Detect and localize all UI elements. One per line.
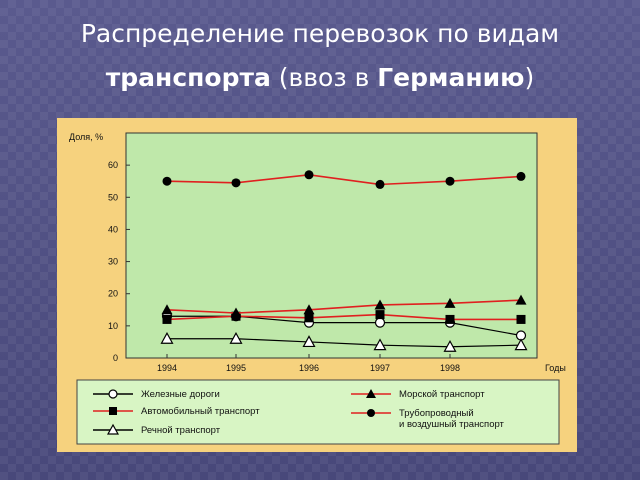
- y-tick-label: 50: [108, 192, 118, 202]
- y-tick-label: 60: [108, 160, 118, 170]
- data-point: [516, 171, 526, 181]
- y-tick-label: 40: [108, 224, 118, 234]
- data-point: [374, 299, 386, 310]
- legend-marker: [367, 409, 375, 417]
- x-tick-label: 1997: [370, 363, 390, 373]
- legend-label: Трубопроводный: [399, 408, 474, 419]
- data-point: [443, 340, 457, 352]
- chart-svg: 0 10 20 30 40 50 60 Доля, % 1994 1995 1996 1997 1998…: [69, 132, 566, 445]
- x-tick-label: 1995: [226, 363, 246, 373]
- data-point: [445, 314, 455, 324]
- title-bold-germany: Германию: [377, 63, 525, 92]
- series-line: [166, 299, 522, 314]
- data-point: [374, 317, 386, 328]
- legend-marker: [109, 407, 117, 415]
- series-line: [166, 173, 522, 186]
- title-line-1: Распределение перевозок по видам: [80, 19, 560, 48]
- x-axis-label: Годы: [545, 363, 566, 373]
- title-end: ): [524, 63, 535, 92]
- data-point: [231, 178, 241, 188]
- title-mid: (ввоз в: [270, 63, 378, 92]
- legend-marker: [366, 389, 376, 398]
- y-axis-label: Доля, %: [69, 132, 103, 142]
- legend-label: Железные дороги: [141, 389, 220, 400]
- data-point: [444, 297, 456, 308]
- data-point: [445, 176, 455, 186]
- legend-label: Морской транспорт: [399, 389, 485, 400]
- legend-label: Речной транспорт: [141, 425, 221, 436]
- series-line: [166, 313, 521, 321]
- data-point: [162, 314, 172, 324]
- data-point: [373, 338, 387, 351]
- legend-label: и воздушный транспорт: [399, 419, 505, 430]
- title-bold-transport: транспорта: [105, 63, 271, 92]
- data-point: [516, 314, 526, 324]
- data-point: [303, 304, 315, 315]
- data-point: [515, 294, 527, 305]
- x-tick-label: 1996: [299, 363, 319, 373]
- data-point: [375, 179, 385, 189]
- data-point: [375, 310, 385, 320]
- data-point: [161, 304, 173, 315]
- x-tick-label: 1998: [440, 363, 460, 373]
- legend-marker: [108, 389, 118, 399]
- x-tick-label: 1994: [157, 363, 177, 373]
- data-point: [304, 313, 314, 323]
- y-tick-label: 20: [108, 289, 118, 299]
- data-point: [304, 170, 314, 180]
- legend-label: Автомобильный транспорт: [141, 406, 260, 417]
- data-point: [302, 335, 316, 348]
- y-tick-label: 30: [108, 257, 118, 267]
- series-line: [167, 338, 522, 348]
- data-point: [229, 331, 243, 344]
- slide-title: Распределение перевозок по видам транспо…: [0, 12, 640, 100]
- data-point: [230, 307, 242, 318]
- chart-figure: 0 10 20 30 40 50 60 Доля, % 1994 1995 1996 1997 1998…: [57, 118, 577, 452]
- y-tick-label: 10: [108, 321, 118, 331]
- plot-area: [125, 132, 538, 359]
- data-point: [162, 176, 172, 186]
- title-line-2: транспорта (ввоз в Германию): [0, 56, 640, 100]
- data-point: [160, 331, 174, 344]
- y-tick-label: 0: [113, 353, 118, 363]
- legend-box: [76, 379, 560, 445]
- data-point: [514, 338, 528, 351]
- legend-marker: [106, 423, 120, 435]
